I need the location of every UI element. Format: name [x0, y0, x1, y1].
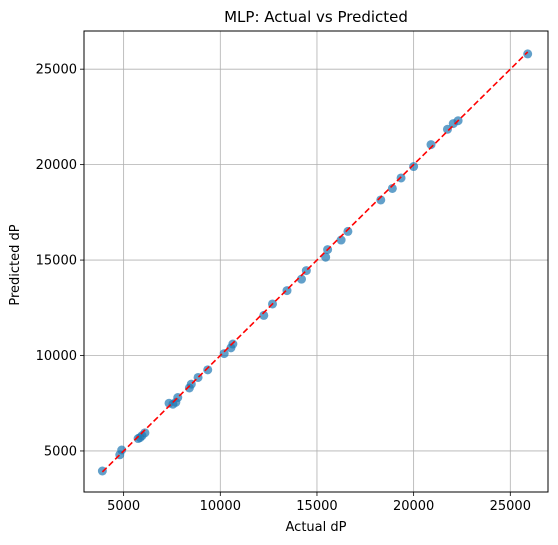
y-axis-label: Predicted dP	[8, 224, 23, 305]
chart-title: MLP: Actual vs Predicted	[224, 8, 408, 26]
x-tick-label: 10000	[200, 499, 241, 514]
y-tick-label: 10000	[36, 349, 77, 364]
data-point	[203, 365, 212, 374]
y-tick-label: 15000	[36, 254, 77, 269]
data-point	[409, 162, 418, 171]
y-tick-label: 25000	[36, 63, 77, 78]
x-tick-label: 20000	[393, 499, 434, 514]
y-tick-label: 20000	[36, 158, 77, 173]
y-tick-label: 5000	[44, 444, 77, 459]
x-tick-label: 5000	[107, 499, 140, 514]
x-tick-label: 15000	[296, 499, 337, 514]
x-axis-label: Actual dP	[286, 520, 347, 535]
x-tick-label: 25000	[490, 499, 531, 514]
data-point	[523, 49, 532, 58]
data-point	[343, 227, 352, 236]
